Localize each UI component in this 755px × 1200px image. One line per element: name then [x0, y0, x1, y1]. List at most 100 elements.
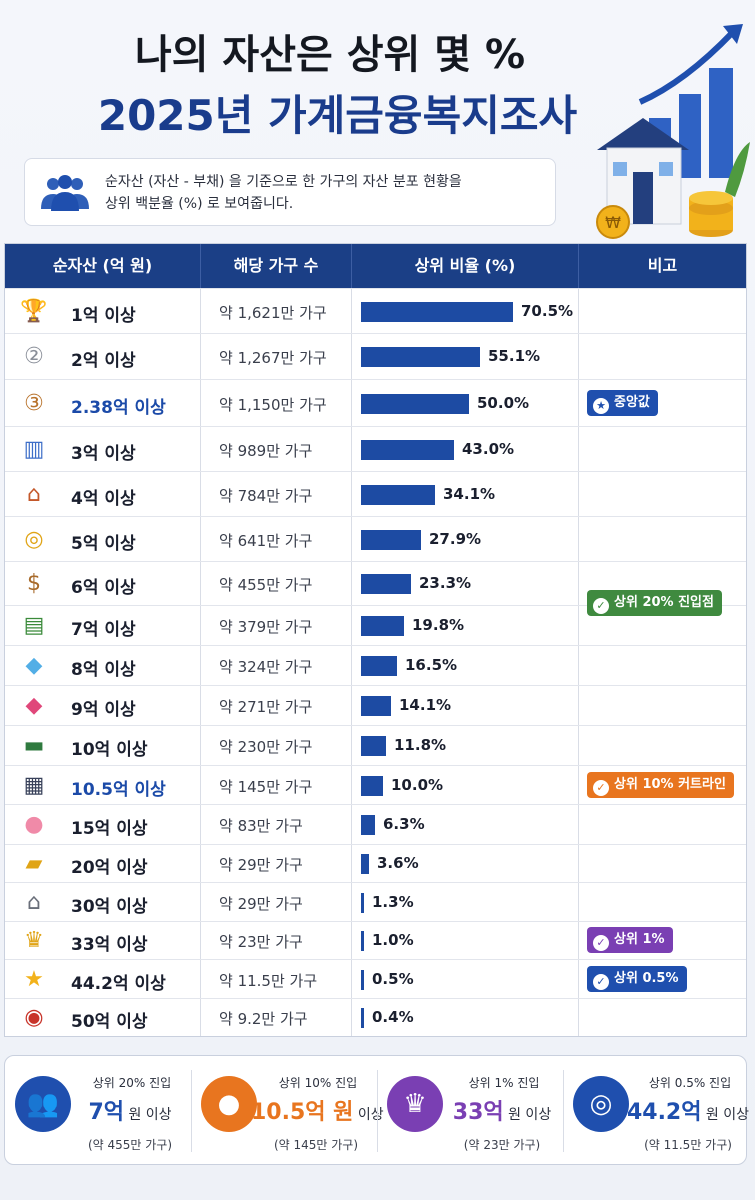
percent-label: 6.3% — [383, 815, 425, 833]
household-count: 약 784만 가구 — [219, 487, 313, 505]
table-row: ◆ 9억 이상 약 271만 가구 14.1% — [5, 685, 746, 725]
table-row: ● 15억 이상 약 83만 가구 6.3% — [5, 804, 746, 844]
household-count: 약 1,267만 가구 — [219, 349, 327, 367]
note-badge: ✓ 상위 1% — [587, 927, 673, 953]
percent-bar — [361, 440, 454, 460]
crown-icon: ♛ — [387, 1076, 443, 1132]
percent-bar — [361, 815, 375, 835]
building-icon: ▥ — [23, 437, 45, 462]
household-count: 약 989만 가구 — [219, 442, 313, 460]
summary-card-households: (약 145만 가구) — [273, 1138, 359, 1152]
table-row: ⌂ 30억 이상 약 29만 가구 1.3% — [5, 882, 746, 921]
cash-stack-icon: ▤ — [23, 613, 45, 638]
percent-label: 0.5% — [372, 970, 414, 988]
summary-card: 👥 상위 20% 진입 7억 원 이상 (약 455만 가구) — [5, 1056, 190, 1166]
column-header-net-assets: 순자산 (억 원) — [52, 256, 153, 275]
target-icon: ◎ — [573, 1076, 629, 1132]
net-asset-label: 6억 이상 — [71, 578, 136, 598]
percent-bar — [361, 302, 513, 322]
diamond-icon: ◆ — [25, 653, 43, 678]
percent-label: 27.9% — [429, 530, 482, 548]
summary-card-value: 33억 — [452, 1100, 504, 1125]
note-badge: ★ 중앙값 — [587, 389, 658, 416]
net-asset-label: 33억 이상 — [71, 935, 148, 955]
household-count: 약 455만 가구 — [219, 576, 313, 594]
star-icon: ★ — [593, 397, 609, 414]
table-row: ▬ 10억 이상 약 230만 가구 11.8% — [5, 725, 746, 765]
column-header-notes: 비고 — [647, 256, 678, 275]
table-row: $6억 이상 약 455만 가구 23.3% — [5, 561, 746, 605]
net-asset-label: 15억 이상 — [71, 819, 148, 839]
household-count: 약 145만 가구 — [219, 778, 313, 796]
percent-label: 55.1% — [488, 347, 541, 365]
summary-card-value-row: 7억 원 이상 — [65, 1094, 195, 1126]
household-count: 약 1,621만 가구 — [219, 304, 327, 322]
percent-label: 3.6% — [377, 854, 419, 872]
percent-bar — [361, 530, 421, 550]
summary-card-label: 상위 10% 진입 — [278, 1076, 358, 1090]
percent-bar — [361, 776, 383, 796]
percent-bar — [361, 656, 397, 676]
summary-card-households: (약 11.5만 가구) — [644, 1138, 732, 1152]
net-asset-label: 30억 이상 — [71, 897, 148, 917]
net-asset-label: 4억 이상 — [71, 489, 136, 509]
percent-bar — [361, 347, 480, 367]
summary-card-value: 10.5억 원 — [251, 1100, 354, 1125]
summary-card: ♛ 상위 1% 진입 33억 원 이상 (약 23만 가구) — [377, 1056, 562, 1166]
star-icon: ★ — [24, 967, 44, 992]
table-row: ▰ 20억 이상 약 29만 가구 3.6% — [5, 844, 746, 882]
money-bag-icon: $ — [27, 571, 41, 596]
check-icon: ✓ — [593, 935, 609, 951]
net-asset-label: 9억 이상 — [71, 700, 136, 720]
summary-card-label: 상위 0.5% 진입 — [648, 1076, 732, 1090]
summary-card-unit: 원 이상 — [503, 1107, 552, 1123]
percent-label: 1.3% — [372, 893, 414, 911]
summary-card-value: 7억 — [88, 1100, 124, 1125]
note-badge: ✓ 상위 20% 진입점 — [587, 590, 722, 616]
bank-icon: ⌂ — [27, 890, 41, 915]
net-asset-label: 10억 이상 — [71, 740, 148, 760]
bronze-medal-icon: ③ — [24, 391, 44, 416]
net-asset-label: 50억 이상 — [71, 1012, 148, 1032]
net-asset-label: 10.5억 이상 — [71, 780, 166, 800]
household-count: 약 83만 가구 — [219, 817, 303, 835]
summary-card-unit: 원 이상 — [701, 1107, 750, 1123]
percent-bar — [361, 736, 386, 756]
percent-label: 1.0% — [372, 931, 414, 949]
table-row: ⌂ 4억 이상 약 784만 가구 34.1% — [5, 471, 746, 516]
check-icon: ✓ — [593, 598, 609, 614]
net-asset-label: 2억 이상 — [71, 351, 136, 371]
summary-card-value-row: 10.5억 원 이상 — [251, 1094, 384, 1126]
percent-bar — [361, 394, 469, 414]
percent-label: 70.5% — [521, 302, 574, 320]
percent-bar — [361, 854, 369, 874]
net-asset-label: 44.2억 이상 — [71, 974, 166, 994]
person-icon: ● — [201, 1076, 257, 1132]
percent-label: 14.1% — [399, 696, 452, 714]
note-badge-label: 상위 20% 진입점 — [614, 595, 714, 610]
household-count: 약 230만 가구 — [219, 738, 313, 756]
summary-card-label: 상위 20% 진입 — [92, 1076, 172, 1090]
svg-text:₩: ₩ — [605, 213, 621, 232]
net-asset-label: 20억 이상 — [71, 858, 148, 878]
summary-card: ◎ 상위 0.5% 진입 44.2억 원 이상 (약 11.5만 가구) — [563, 1056, 750, 1166]
household-count: 약 11.5만 가구 — [219, 972, 318, 990]
household-count: 약 1,150만 가구 — [219, 396, 327, 414]
table-row: ★ 44.2억 이상 약 11.5만 가구 0.5% — [5, 959, 746, 998]
table-row: ▤ 7억 이상 약 379만 가구 19.8% — [5, 605, 746, 645]
summary-card: ● 상위 10% 진입 10.5억 원 이상 (약 145만 가구) — [191, 1056, 384, 1166]
table-row: ▦ 10.5억 이상 약 145만 가구 10.0% — [5, 765, 746, 804]
description-line-1: 순자산 (자산 - 부채) 을 기준으로 한 가구의 자산 분포 현황을 — [105, 174, 462, 190]
piggy-bank-icon: ● — [24, 812, 44, 837]
people-icon — [41, 175, 89, 211]
summary-card-value: 44.2억 — [626, 1100, 702, 1125]
note-badge-label: 중앙값 — [614, 394, 650, 410]
card-divider — [377, 1070, 378, 1152]
note-badge-label: 상위 1% — [614, 932, 665, 947]
household-count: 약 9.2만 가구 — [219, 1010, 308, 1028]
check-icon: ✓ — [593, 973, 609, 990]
percent-bar — [361, 931, 364, 951]
gem-icon: ◆ — [25, 693, 43, 718]
percent-label: 23.3% — [419, 574, 472, 592]
table-row: ◎ 5억 이상 약 641만 가구 27.9% — [5, 516, 746, 561]
